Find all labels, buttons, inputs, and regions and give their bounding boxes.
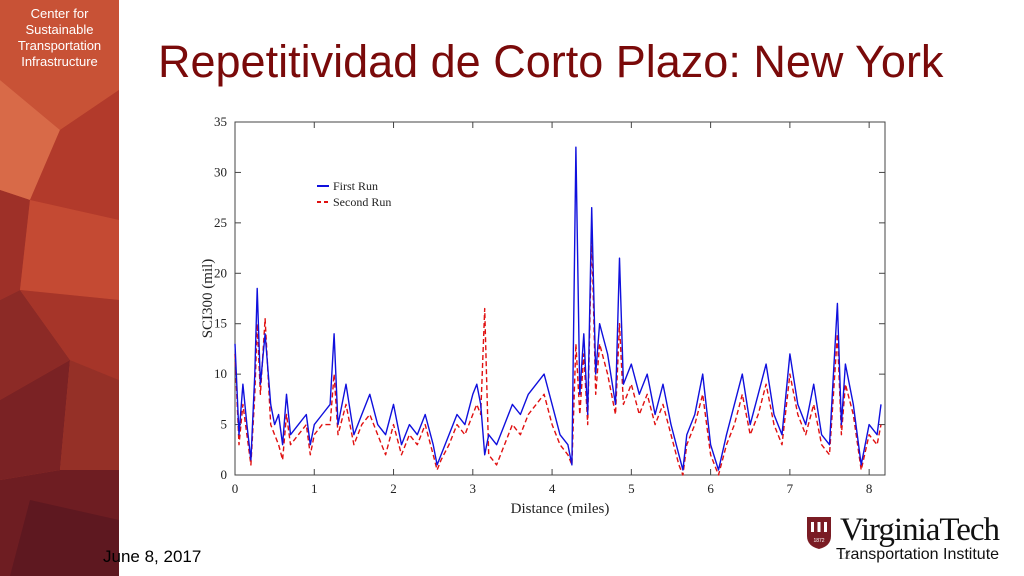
y-tick-label: 5 (221, 417, 228, 432)
sidebar-decoration: Center for Sustainable Transportation In… (0, 0, 119, 576)
org-line: Center for (30, 6, 89, 21)
x-tick-label: 8 (866, 481, 873, 496)
x-tick-label: 5 (628, 481, 635, 496)
x-axis-label: Distance (miles) (511, 501, 610, 517)
axis-ticks: 0 1 2 3 4 5 6 7 8 0 5 10 15 20 25 30 35 (214, 114, 885, 496)
y-tick-label: 25 (214, 215, 227, 230)
line-chart: 0 1 2 3 4 5 6 7 8 0 5 10 15 20 25 30 35 First Run Second … (200, 114, 886, 517)
y-tick-label: 30 (214, 164, 227, 179)
x-tick-label: 2 (390, 481, 397, 496)
org-line: Sustainable (25, 22, 94, 37)
logo-subtitle: Transportation Institute (836, 546, 1000, 563)
chart-container: 0 1 2 3 4 5 6 7 8 0 5 10 15 20 25 30 35 First Run Second … (180, 108, 900, 533)
series-lines (234, 146, 882, 476)
org-line: Infrastructure (21, 54, 98, 69)
page-number: 12 (838, 550, 851, 562)
org-line: Transportation (17, 38, 102, 53)
legend: First Run Second Run (317, 179, 391, 209)
x-tick-label: 0 (232, 481, 239, 496)
x-tick-label: 1 (311, 481, 318, 496)
y-tick-label: 15 (214, 316, 227, 331)
y-tick-label: 10 (214, 366, 227, 381)
x-tick-label: 4 (549, 481, 556, 496)
series-line-second-run (234, 232, 882, 476)
sidebar-geometric-pattern (0, 0, 119, 576)
y-tick-label: 0 (221, 467, 228, 482)
org-name: Center for Sustainable Transportation In… (0, 6, 119, 70)
x-tick-label: 7 (787, 481, 794, 496)
slide-title: Repetitividad de Corto Plazo: New York (158, 36, 944, 87)
y-tick-label: 35 (214, 114, 227, 129)
x-tick-label: 3 (470, 481, 477, 496)
legend-label: Second Run (333, 195, 391, 209)
footer-date: June 8, 2017 (103, 547, 202, 566)
y-axis-label: SCI300 (mil) (200, 259, 216, 339)
university-seal-icon: 1872 (807, 517, 831, 549)
y-tick-label: 20 (214, 265, 227, 280)
plot-frame (234, 121, 886, 476)
series-line-first-run (234, 146, 882, 471)
seal-year: 1872 (813, 538, 824, 544)
logo-wordmark: VirginiaTech (840, 512, 1000, 548)
legend-label: First Run (333, 179, 378, 193)
x-tick-label: 6 (707, 481, 714, 496)
